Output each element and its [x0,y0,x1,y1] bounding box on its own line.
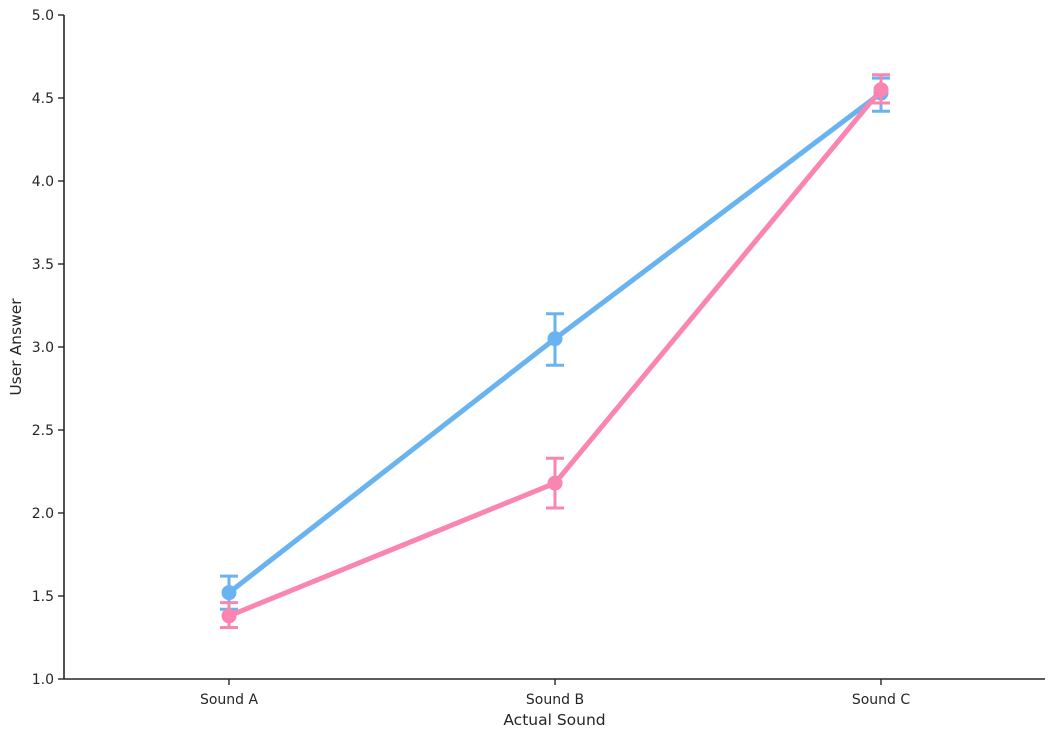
x-tick-label: Sound C [852,692,911,708]
series-layer [220,73,890,630]
y-tick-label: 3.0 [32,340,54,356]
series-2 [220,73,890,630]
y-tick-label: 3.5 [32,257,54,273]
y-tick-label: 5.0 [32,8,54,24]
y-axis-ticks: 1.0 1.5 2.0 2.5 3.0 3.5 4.0 4.5 5.0 [32,8,64,688]
y-axis-title: User Answer [7,298,25,396]
x-tick-label: Sound B [526,692,584,708]
data-point [547,331,563,347]
y-tick-label: 1.5 [32,589,54,605]
x-tick-label: Sound A [200,692,259,708]
y-tick-label: 2.5 [32,423,54,439]
x-axis-title: Actual Sound [503,711,605,729]
y-tick-label: 4.0 [32,174,54,190]
data-point [221,608,237,624]
y-tick-label: 1.0 [32,672,54,688]
data-point [547,475,563,491]
data-point [873,82,889,98]
y-tick-label: 2.0 [32,506,54,522]
x-axis-ticks: Sound A Sound B Sound C [200,679,910,708]
data-point [221,585,237,601]
series-1 [220,76,890,611]
y-tick-label: 4.5 [32,91,54,107]
